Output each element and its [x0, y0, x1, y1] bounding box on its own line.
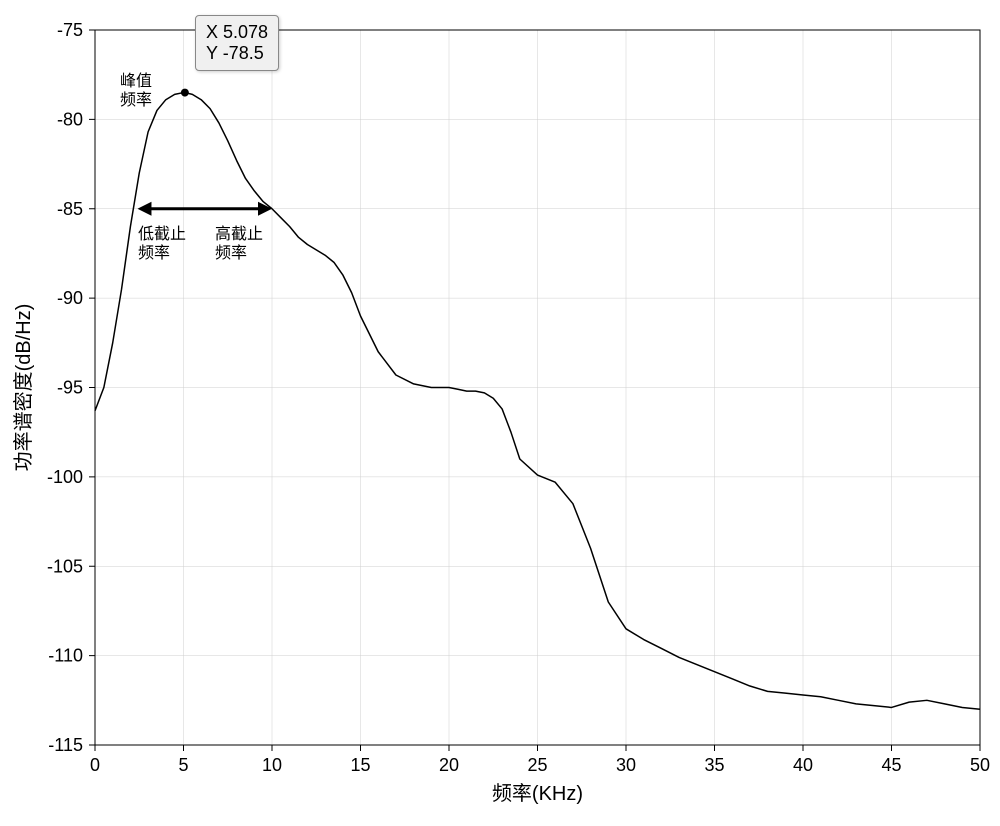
- svg-text:-95: -95: [57, 378, 83, 398]
- svg-text:-100: -100: [47, 467, 83, 487]
- psd-chart: 0 5 10 15 20 25 30 35 40 45 50 -115 -110 -105 -100 -95 -…: [0, 0, 1000, 826]
- svg-text:35: 35: [704, 755, 724, 775]
- svg-text:15: 15: [350, 755, 370, 775]
- svg-text:30: 30: [616, 755, 636, 775]
- svg-text:0: 0: [90, 755, 100, 775]
- svg-text:-90: -90: [57, 288, 83, 308]
- svg-text:40: 40: [793, 755, 813, 775]
- tooltip-y-prefix: Y: [206, 43, 223, 63]
- tooltip-x-value: 5.078: [223, 22, 268, 42]
- svg-text:45: 45: [881, 755, 901, 775]
- svg-text:-75: -75: [57, 20, 83, 40]
- svg-text:-115: -115: [48, 735, 83, 755]
- chart-svg: 0 5 10 15 20 25 30 35 40 45 50 -115 -110 -105 -100 -95 -…: [0, 0, 1000, 826]
- svg-text:频率(KHz): 频率(KHz): [492, 782, 583, 805]
- low-cutoff-label: 低截止 频率: [138, 225, 186, 263]
- svg-text:功率谱密度(dB/Hz): 功率谱密度(dB/Hz): [12, 304, 35, 472]
- peak-frequency-label: 峰值 频率: [120, 72, 152, 110]
- svg-text:20: 20: [439, 755, 459, 775]
- svg-text:50: 50: [970, 755, 990, 775]
- high-cutoff-label: 高截止 频率: [215, 225, 263, 263]
- tooltip-y-value: -78.5: [223, 43, 264, 63]
- svg-text:-80: -80: [57, 109, 83, 129]
- svg-text:-110: -110: [48, 646, 83, 666]
- svg-text:25: 25: [527, 755, 547, 775]
- tooltip-x-prefix: X: [206, 22, 223, 42]
- svg-text:-85: -85: [57, 199, 83, 219]
- svg-text:-105: -105: [47, 556, 83, 576]
- data-tooltip: X 5.078 Y -78.5: [195, 15, 279, 71]
- svg-text:10: 10: [262, 755, 282, 775]
- svg-text:5: 5: [178, 755, 188, 775]
